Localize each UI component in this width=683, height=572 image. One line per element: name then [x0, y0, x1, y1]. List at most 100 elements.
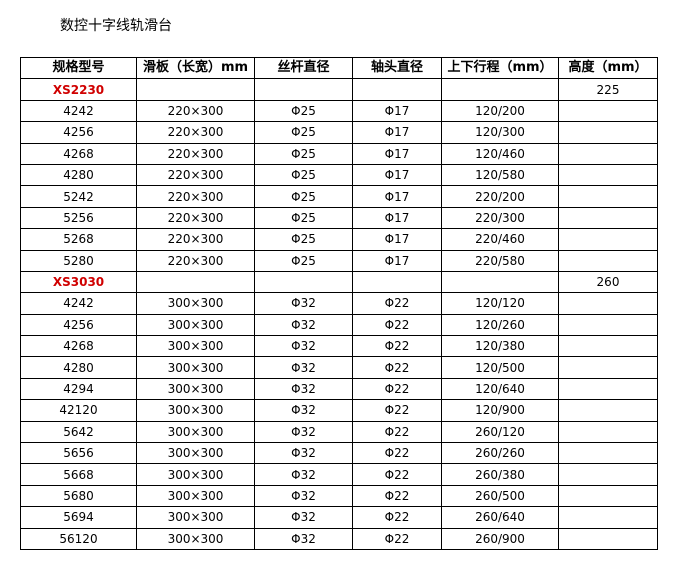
table-cell: 56120	[20, 527, 137, 550]
table-cell: 4280	[20, 356, 137, 379]
table-cell: 300×300	[136, 356, 255, 379]
empty-cell	[136, 78, 255, 101]
empty-cell	[558, 99, 658, 123]
empty-cell	[558, 206, 658, 230]
table-cell: Φ17	[352, 121, 442, 144]
table-row: 56120 300×300 Φ32 Φ22 260/900	[20, 527, 658, 550]
table-cell: 120/900	[441, 399, 559, 422]
table-cell: Φ32	[254, 292, 353, 315]
empty-cell	[558, 185, 658, 208]
table-cell: 5642	[20, 420, 137, 444]
table-cell: 4256	[20, 313, 137, 337]
series-row: XS2230 225	[20, 78, 658, 101]
table-cell: 4256	[20, 121, 137, 144]
spec-table: 规格型号 滑板（长宽）mm 丝杆直径 轴头直径 上下行程（mm） 高度（mm） XS223…	[20, 56, 658, 550]
column-header: 丝杆直径	[254, 56, 353, 80]
table-cell: 220×300	[136, 99, 255, 123]
table-cell: Φ22	[352, 356, 442, 379]
table-cell: 220×300	[136, 206, 255, 230]
table-row: 5642 300×300 Φ32 Φ22 260/120	[20, 420, 658, 444]
table-cell: Φ17	[352, 163, 442, 187]
empty-cell	[352, 78, 442, 101]
table-cell: 300×300	[136, 292, 255, 315]
table-cell: Φ22	[352, 420, 442, 444]
empty-cell	[558, 121, 658, 144]
table-cell: Φ22	[352, 313, 442, 337]
column-header: 高度（mm）	[558, 56, 658, 80]
table-row: 4242 220×300 Φ25 Φ17 120/200	[20, 99, 658, 123]
empty-cell	[441, 270, 559, 294]
table-cell: Φ32	[254, 442, 353, 465]
table-row: 5268 220×300 Φ25 Φ17 220/460	[20, 228, 658, 251]
header-row: 规格型号 滑板（长宽）mm 丝杆直径 轴头直径 上下行程（mm） 高度（mm）	[20, 56, 658, 80]
table-cell: Φ32	[254, 356, 353, 379]
table-cell: Φ25	[254, 249, 353, 272]
table-cell: 260/900	[441, 527, 559, 550]
table-row: 5256 220×300 Φ25 Φ17 220/300	[20, 206, 658, 230]
table-cell: Φ32	[254, 484, 353, 508]
column-header: 规格型号	[20, 56, 137, 80]
empty-cell	[558, 399, 658, 422]
empty-cell	[558, 142, 658, 165]
table-cell: Φ25	[254, 142, 353, 165]
table-cell: 5656	[20, 442, 137, 465]
table-cell: 260/120	[441, 420, 559, 444]
table-cell: 4268	[20, 142, 137, 165]
table-cell: Φ32	[254, 313, 353, 337]
table-cell: Φ32	[254, 377, 353, 401]
table-cell: 120/580	[441, 163, 559, 187]
empty-cell	[558, 442, 658, 465]
table-cell: Φ22	[352, 292, 442, 315]
table-cell: 120/300	[441, 121, 559, 144]
table-row: 4294 300×300 Φ32 Φ22 120/640	[20, 377, 658, 401]
table-cell: 300×300	[136, 335, 255, 358]
empty-cell	[558, 249, 658, 272]
table-cell: 220×300	[136, 121, 255, 144]
table-cell: Φ25	[254, 163, 353, 187]
empty-cell	[441, 78, 559, 101]
table-cell: Φ22	[352, 335, 442, 358]
table-cell: Φ25	[254, 185, 353, 208]
table-cell: Φ17	[352, 185, 442, 208]
table-cell: 5680	[20, 484, 137, 508]
table-cell: Φ25	[254, 121, 353, 144]
table-cell: 120/120	[441, 292, 559, 315]
table-cell: Φ22	[352, 399, 442, 422]
table-cell: Φ17	[352, 228, 442, 251]
height-value: 225	[558, 78, 658, 101]
table-cell: 4242	[20, 292, 137, 315]
table-cell: 5256	[20, 206, 137, 230]
table-cell: 300×300	[136, 484, 255, 508]
empty-cell	[558, 335, 658, 358]
table-cell: 120/640	[441, 377, 559, 401]
table-cell: Φ32	[254, 463, 353, 486]
table-cell: Φ32	[254, 335, 353, 358]
empty-cell	[558, 420, 658, 444]
height-value: 260	[558, 270, 658, 294]
empty-cell	[558, 527, 658, 550]
table-cell: 220×300	[136, 185, 255, 208]
table-row: 4256 220×300 Φ25 Φ17 120/300	[20, 121, 658, 144]
empty-cell	[136, 270, 255, 294]
table-row: 5680 300×300 Φ32 Φ22 260/500	[20, 484, 658, 508]
table-cell: 220/300	[441, 206, 559, 230]
empty-cell	[558, 292, 658, 315]
table-cell: 220/460	[441, 228, 559, 251]
table-cell: Φ22	[352, 442, 442, 465]
table-cell: Φ17	[352, 249, 442, 272]
table-cell: Φ17	[352, 99, 442, 123]
table-cell: Φ32	[254, 527, 353, 550]
column-header: 滑板（长宽）mm	[136, 56, 255, 80]
table-cell: 300×300	[136, 313, 255, 337]
table-cell: Φ22	[352, 527, 442, 550]
table-cell: 42120	[20, 399, 137, 422]
empty-cell	[558, 163, 658, 187]
table-row: 4268 300×300 Φ32 Φ22 120/380	[20, 335, 658, 358]
table-cell: Φ17	[352, 206, 442, 230]
table-cell: Φ32	[254, 420, 353, 444]
column-header: 轴头直径	[352, 56, 442, 80]
table-cell: 300×300	[136, 463, 255, 486]
table-cell: 300×300	[136, 506, 255, 529]
empty-cell	[352, 270, 442, 294]
table-row: 5668 300×300 Φ32 Φ22 260/380	[20, 463, 658, 486]
